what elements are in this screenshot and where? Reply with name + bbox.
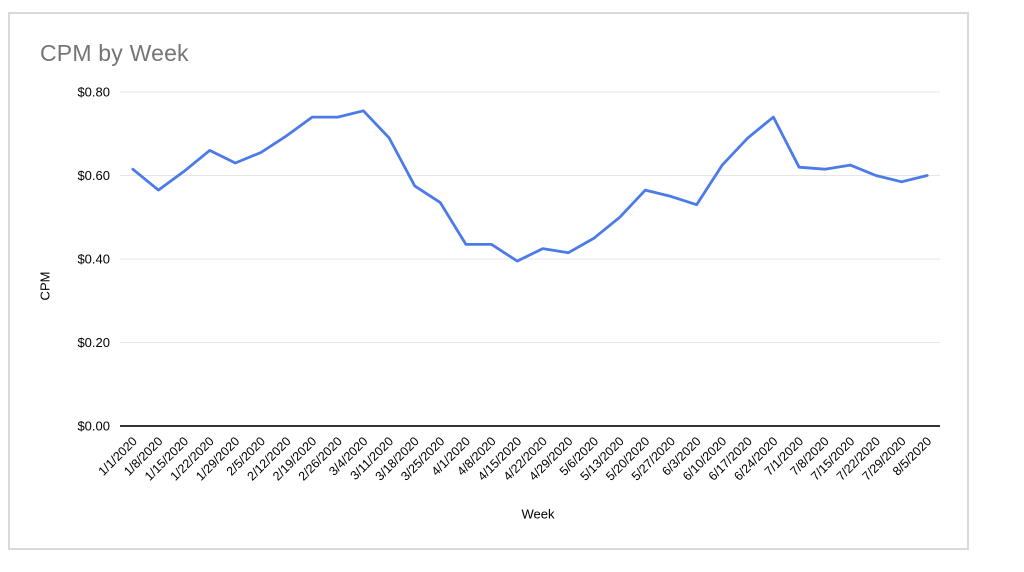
chart-container[interactable]: CPM by Week $0.00 $0.20 $0.40 $0.60 $0.80 1/1…	[8, 12, 969, 550]
cpm-line-series	[131, 109, 929, 263]
chart-title: CPM by Week	[40, 40, 189, 66]
y-tick-label: $0.60	[77, 168, 110, 183]
y-tick-label: $0.00	[77, 419, 110, 434]
chart-svg: $0.00$0.20$0.40$0.60$0.801/1/20201/8/202…	[77, 85, 940, 483]
y-tick-label: $0.80	[77, 85, 110, 100]
y-tick-label: $0.40	[77, 252, 110, 267]
y-axis-title: CPM	[37, 271, 53, 301]
y-tick-label: $0.20	[77, 335, 110, 350]
x-axis-title: Week	[521, 506, 555, 522]
